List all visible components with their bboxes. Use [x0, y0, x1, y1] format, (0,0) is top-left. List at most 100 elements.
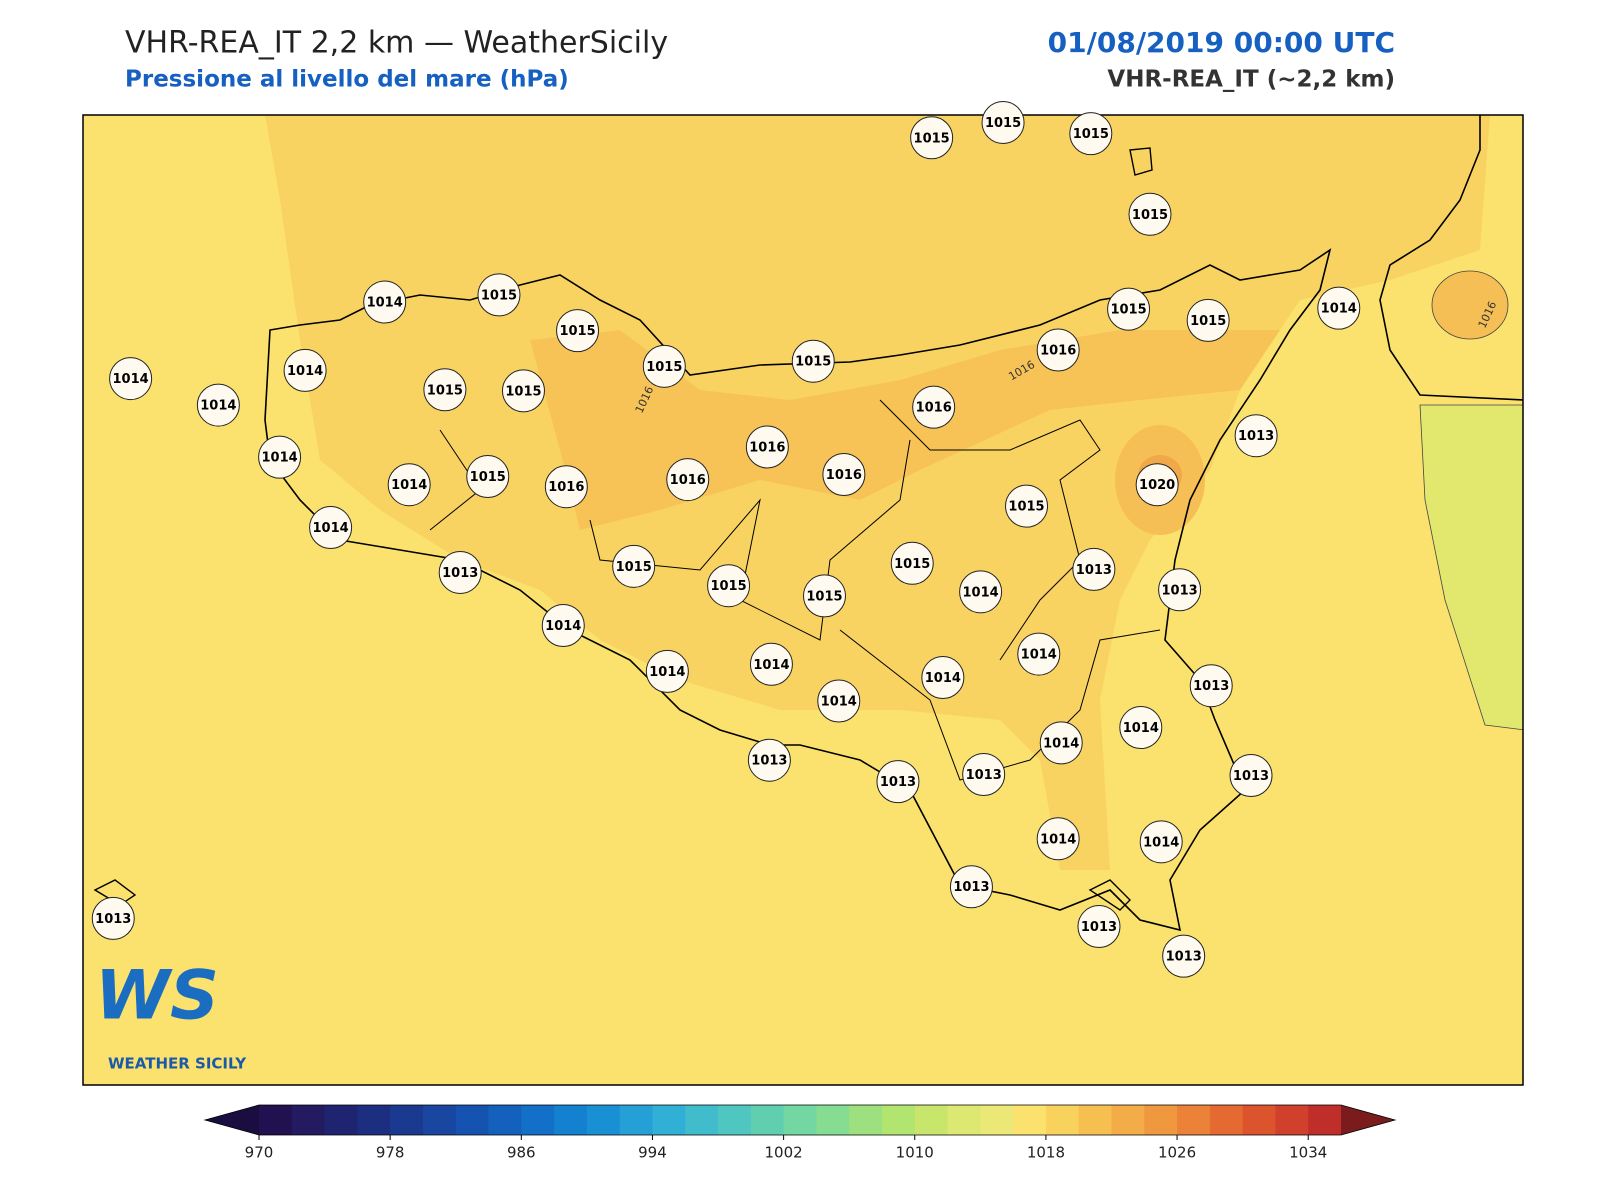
- colorbar-extend-high: [1341, 1105, 1395, 1135]
- station-marker: [912, 385, 956, 429]
- station: 1013: [876, 760, 920, 804]
- station-marker: [556, 309, 600, 353]
- colorbar-swatch: [1045, 1105, 1080, 1135]
- colorbar-swatch: [422, 1105, 457, 1135]
- station-marker: [309, 506, 353, 550]
- station: 1013: [1229, 754, 1273, 798]
- station-marker: [363, 280, 407, 324]
- station-marker: [802, 574, 846, 618]
- station-marker: [1017, 632, 1061, 676]
- station-value: 1016: [916, 401, 952, 416]
- map-frame: [82, 114, 1524, 1086]
- station: 1015: [981, 100, 1025, 144]
- station-marker: [817, 679, 861, 723]
- colorbar-tick-label: 970: [245, 1144, 274, 1162]
- station-value: 1014: [1123, 721, 1159, 736]
- station: 1020: [1135, 463, 1179, 507]
- colorbar-swatch: [1308, 1105, 1342, 1135]
- colorbar-swatch: [619, 1105, 653, 1135]
- station-value: 1015: [481, 288, 517, 303]
- station: 1014: [921, 656, 965, 700]
- station-value: 1013: [1193, 679, 1229, 694]
- station-value: 1016: [670, 473, 706, 488]
- station-marker: [822, 452, 866, 496]
- station-value: 1014: [753, 658, 789, 673]
- station-marker: [612, 544, 656, 588]
- station: 1016: [912, 385, 956, 429]
- station: 1014: [1036, 817, 1080, 861]
- station: 1014: [258, 435, 302, 479]
- station-value: 1014: [963, 585, 999, 600]
- colorbar-tick-label: 986: [507, 1144, 536, 1162]
- colorbar-swatch: [586, 1105, 621, 1135]
- station: 1015: [501, 369, 545, 413]
- station: 1015: [612, 544, 656, 588]
- colorbar-swatch: [652, 1105, 686, 1135]
- station-value: 1015: [985, 116, 1021, 131]
- station: 1014: [1017, 632, 1061, 676]
- colorbar: 970 978 986 994 1002 1010 1018 1026 1034: [203, 1104, 1397, 1162]
- station-value: 1016: [1040, 344, 1076, 359]
- station: 1016: [822, 452, 866, 496]
- station: 1014: [109, 357, 153, 401]
- station-value: 1015: [427, 383, 463, 398]
- colorbar-tick-label: 1018: [1027, 1144, 1065, 1162]
- station-value: 1015: [1132, 208, 1168, 223]
- station-marker: [749, 642, 793, 686]
- colorbar-swatch: [881, 1105, 916, 1135]
- station-marker: [541, 604, 585, 648]
- station: 1016: [745, 425, 789, 469]
- station-marker: [1039, 721, 1083, 765]
- station: 1015: [477, 273, 521, 317]
- station-value: 1016: [826, 468, 862, 483]
- station-marker: [1135, 463, 1179, 507]
- station: 1013: [438, 550, 482, 594]
- station-marker: [1005, 484, 1049, 528]
- pressure-area: [530, 330, 1280, 530]
- station-value: 1014: [821, 695, 857, 710]
- station: 1015: [1107, 287, 1151, 331]
- pressure-area: [265, 115, 1490, 870]
- colorbar-outline: [203, 1104, 1397, 1136]
- colorbar-swatch: [849, 1105, 883, 1135]
- colorbar-swatch: [980, 1105, 1014, 1135]
- colorbar-swatch: [816, 1105, 850, 1135]
- station-value: 1014: [1143, 835, 1179, 850]
- station-value: 1015: [795, 355, 831, 370]
- map: WS WEATHER SICILY: [83, 115, 1523, 1085]
- station-marker: [1119, 706, 1163, 750]
- station-marker: [387, 463, 431, 507]
- station: 1013: [949, 865, 993, 909]
- station-marker: [91, 896, 135, 940]
- colorbar-tick-label: 1002: [765, 1144, 803, 1162]
- station-marker: [1186, 298, 1230, 342]
- station-value: 1015: [806, 589, 842, 604]
- colorbar-swatch: [1275, 1105, 1309, 1135]
- station: 1014: [749, 642, 793, 686]
- coastline: [1379, 115, 1523, 401]
- colorbar-extend-low: [205, 1105, 259, 1135]
- station-value: 1014: [1040, 832, 1076, 847]
- station-marker: [791, 339, 835, 383]
- pressure-area: [1419, 404, 1523, 731]
- colorbar-swatch: [357, 1105, 391, 1135]
- station-marker: [747, 738, 791, 782]
- station: 1013: [1234, 414, 1278, 458]
- colorbar-swatch: [259, 1105, 293, 1135]
- station-marker: [707, 564, 751, 608]
- subtitle: Pressione al livello del mare (hPa): [125, 67, 569, 93]
- station-marker: [666, 458, 710, 502]
- datetime: 01/08/2019 00:00 UTC: [1048, 26, 1395, 59]
- station-value: 1013: [966, 768, 1002, 783]
- station-value: 1015: [710, 579, 746, 594]
- station-marker: [423, 368, 467, 412]
- station-marker: [1069, 112, 1113, 156]
- station-value: 1016: [749, 440, 785, 455]
- station-marker: [466, 455, 510, 499]
- station: 1014: [959, 570, 1003, 614]
- station-marker: [1128, 192, 1172, 236]
- colorbar-swatch: [1078, 1105, 1112, 1135]
- station-value: 1014: [200, 399, 236, 414]
- colorbar-swatch: [1144, 1105, 1178, 1135]
- station: 1015: [707, 564, 751, 608]
